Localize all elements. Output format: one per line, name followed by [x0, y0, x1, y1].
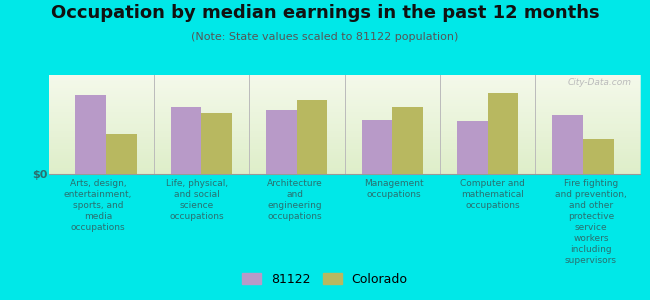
Text: Occupation by median earnings in the past 12 months: Occupation by median earnings in the pas…: [51, 4, 599, 22]
Text: Management
occupations: Management occupations: [364, 178, 424, 199]
Bar: [361, 119, 392, 174]
Bar: [297, 100, 328, 174]
Text: Computer and
mathematical
occupations: Computer and mathematical occupations: [460, 178, 525, 210]
Bar: [583, 139, 614, 174]
Bar: [202, 112, 232, 174]
Text: City-Data.com: City-Data.com: [567, 78, 631, 87]
Text: Fire fighting
and prevention,
and other
protective
service
workers
including
sup: Fire fighting and prevention, and other …: [555, 178, 627, 265]
Text: Life, physical,
and social
science
occupations: Life, physical, and social science occup…: [166, 178, 228, 221]
Bar: [106, 134, 136, 174]
Bar: [457, 121, 488, 174]
Text: Architecture
and
engineering
occupations: Architecture and engineering occupations: [267, 178, 323, 221]
Bar: [552, 115, 583, 174]
Bar: [488, 93, 518, 174]
Text: (Note: State values scaled to 81122 population): (Note: State values scaled to 81122 popu…: [191, 32, 459, 41]
Bar: [75, 95, 106, 174]
Bar: [171, 107, 202, 174]
Bar: [392, 107, 422, 174]
Legend: 81122, Colorado: 81122, Colorado: [237, 268, 413, 291]
Text: Arts, design,
entertainment,
sports, and
media
occupations: Arts, design, entertainment, sports, and…: [64, 178, 132, 232]
Bar: [266, 110, 297, 174]
